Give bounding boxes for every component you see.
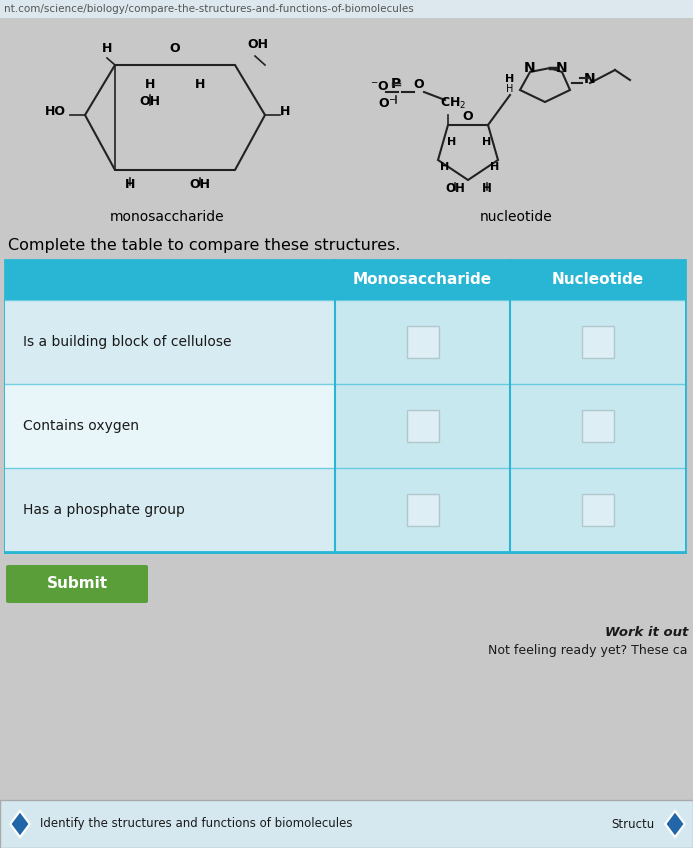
Text: H: H xyxy=(145,78,155,91)
Text: H: H xyxy=(491,162,500,172)
FancyBboxPatch shape xyxy=(335,468,685,552)
Text: Submit: Submit xyxy=(46,577,107,592)
Text: nt.com/science/biology/compare-the-structures-and-functions-of-biomolecules: nt.com/science/biology/compare-the-struc… xyxy=(4,4,414,14)
Text: O: O xyxy=(170,42,180,55)
Polygon shape xyxy=(665,811,685,837)
Text: nucleotide: nucleotide xyxy=(480,210,553,224)
Text: OH: OH xyxy=(445,182,465,195)
Text: OH: OH xyxy=(189,178,211,191)
FancyBboxPatch shape xyxy=(0,0,693,18)
FancyBboxPatch shape xyxy=(581,494,613,526)
FancyBboxPatch shape xyxy=(407,410,439,442)
Text: CH$_2$: CH$_2$ xyxy=(440,96,466,111)
FancyBboxPatch shape xyxy=(5,300,335,384)
Text: H: H xyxy=(440,162,450,172)
Text: OH: OH xyxy=(247,38,268,51)
Text: Has a phosphate group: Has a phosphate group xyxy=(23,503,185,517)
Text: H: H xyxy=(507,84,514,94)
Text: HO: HO xyxy=(44,105,66,118)
Text: Nucleotide: Nucleotide xyxy=(552,272,644,287)
Text: Contains oxygen: Contains oxygen xyxy=(23,419,139,433)
Text: $^{-}$O: $^{-}$O xyxy=(370,80,389,93)
FancyBboxPatch shape xyxy=(581,410,613,442)
Text: monosaccharide: monosaccharide xyxy=(110,210,225,224)
FancyBboxPatch shape xyxy=(5,384,335,468)
Text: Monosaccharide: Monosaccharide xyxy=(353,272,492,287)
FancyBboxPatch shape xyxy=(6,565,148,603)
Text: P: P xyxy=(391,77,401,91)
Text: O$^{-}$: O$^{-}$ xyxy=(378,97,398,110)
Text: O: O xyxy=(413,78,423,91)
Text: H: H xyxy=(280,105,290,118)
Text: H: H xyxy=(482,182,492,195)
FancyBboxPatch shape xyxy=(581,326,613,358)
Text: H: H xyxy=(195,78,205,91)
Text: N: N xyxy=(556,61,568,75)
FancyBboxPatch shape xyxy=(5,260,685,552)
Text: H: H xyxy=(482,137,491,147)
Text: N: N xyxy=(584,72,596,86)
FancyBboxPatch shape xyxy=(5,260,685,300)
FancyBboxPatch shape xyxy=(0,800,693,848)
FancyBboxPatch shape xyxy=(407,326,439,358)
Text: Identify the structures and functions of biomolecules: Identify the structures and functions of… xyxy=(40,817,353,830)
FancyBboxPatch shape xyxy=(335,384,685,468)
Text: H: H xyxy=(102,42,112,55)
Text: H: H xyxy=(505,74,515,84)
FancyBboxPatch shape xyxy=(335,300,685,384)
Text: OH: OH xyxy=(139,95,161,108)
FancyBboxPatch shape xyxy=(407,494,439,526)
Text: H: H xyxy=(448,137,457,147)
FancyBboxPatch shape xyxy=(5,468,335,552)
Text: Not feeling ready yet? These ca: Not feeling ready yet? These ca xyxy=(489,644,688,657)
Polygon shape xyxy=(10,811,30,837)
Text: N: N xyxy=(524,61,536,75)
Text: O: O xyxy=(463,110,473,123)
Text: Structu: Structu xyxy=(612,817,655,830)
Text: Complete the table to compare these structures.: Complete the table to compare these stru… xyxy=(8,238,401,253)
Text: H: H xyxy=(125,178,135,191)
Text: Work it out: Work it out xyxy=(604,626,688,639)
Text: Is a building block of cellulose: Is a building block of cellulose xyxy=(23,335,231,349)
